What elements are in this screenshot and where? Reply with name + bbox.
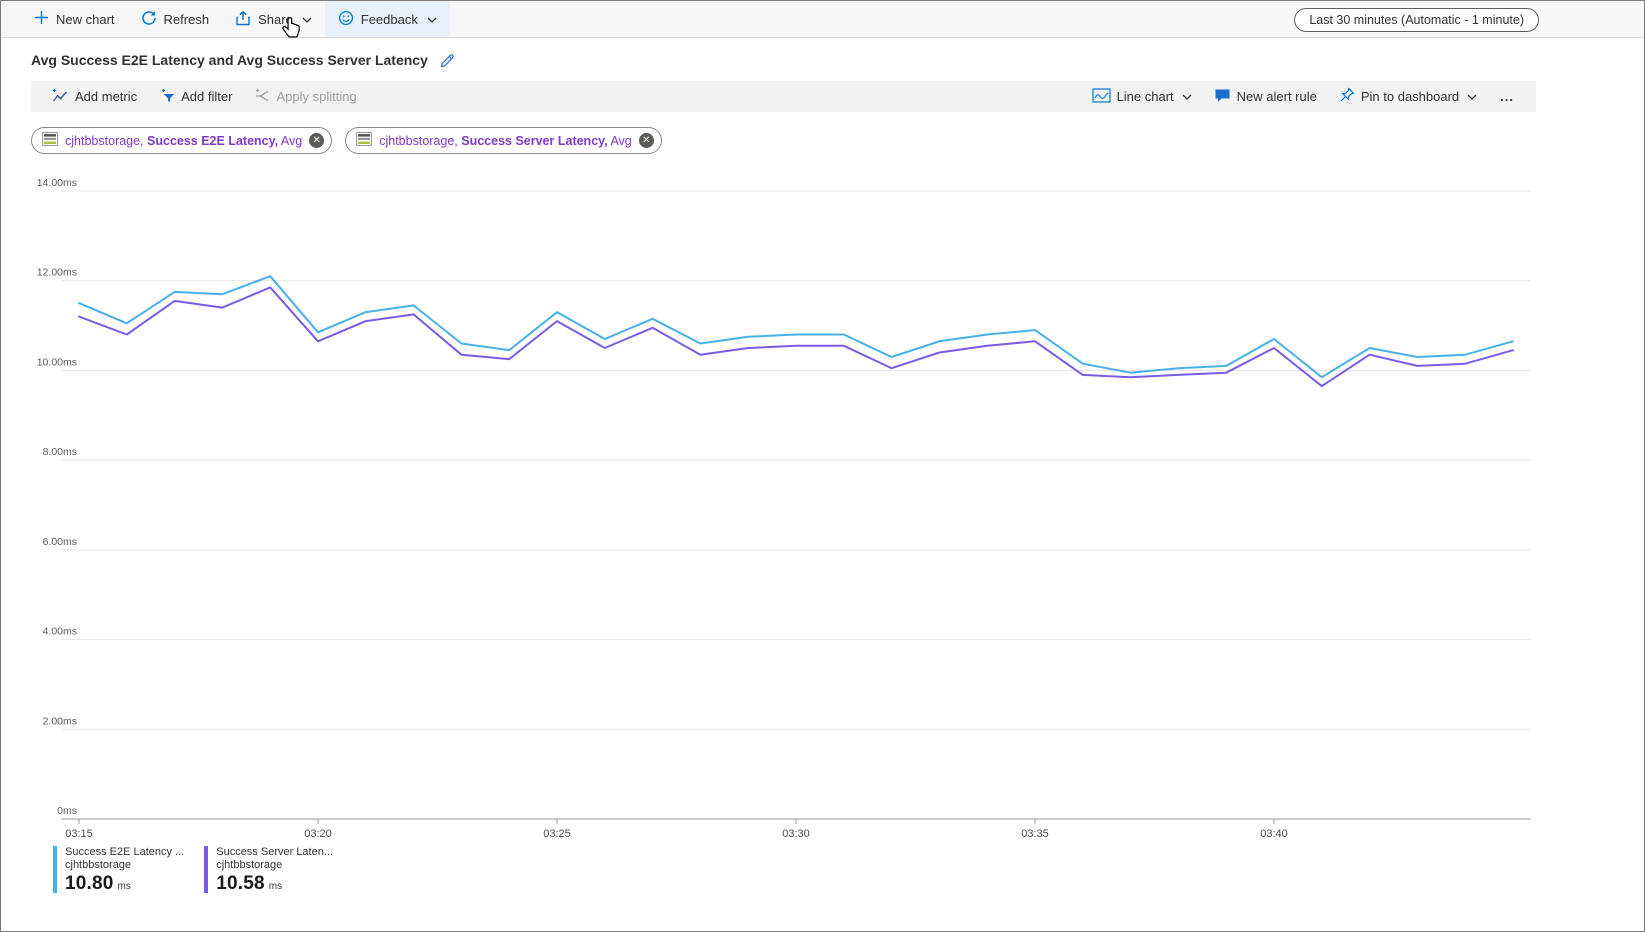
metric-pills-row: cjhtbbstorage, Success E2E Latency, Avg … [31,127,662,154]
apply-splitting-button[interactable]: Apply splitting [243,81,367,112]
alert-bubble-icon [1214,88,1231,106]
time-range-label: Last 30 minutes (Automatic - 1 minute) [1309,13,1524,27]
series-line [78,286,1514,388]
x-axis-tick-label: 03:35 [1021,828,1049,840]
chart-type-dropdown[interactable]: Line chart [1081,81,1203,112]
x-axis-tick-label: 03:30 [782,828,810,840]
legend-item-server-latency[interactable]: Success Server Laten... cjhtbbstorage 10… [204,846,333,895]
chevron-down-icon [302,12,312,27]
add-filter-icon [159,88,175,106]
add-filter-label: Add filter [181,89,233,104]
chevron-down-icon [1182,89,1192,104]
y-axis-tick-label: 8.00ms [43,446,77,458]
new-chart-button[interactable]: New chart [21,1,128,37]
chart-toolbar: Add metric Add filter Apply splitting Li… [31,81,1536,112]
x-axis-tick-label: 03:40 [1260,828,1288,840]
legend-resource-name: cjhtbbstorage [216,859,283,871]
y-axis-tick-label: 0ms [57,805,77,817]
y-axis-tick-label: 14.00ms [37,177,77,189]
more-options-button[interactable]: ... [1500,89,1514,104]
pill-text: cjhtbbstorage, Success Server Latency, A… [379,134,632,148]
series-line [78,275,1514,379]
smiley-icon [338,10,354,29]
add-metric-label: Add metric [75,89,138,104]
y-axis-tick-label: 10.00ms [37,356,77,368]
legend-color-bar [204,846,209,893]
y-axis-tick-label: 4.00ms [43,626,77,638]
refresh-icon [141,10,157,29]
top-toolbar: New chart Refresh Share Feedback [1,1,1644,38]
pill-aggregation: Avg [610,133,632,148]
y-axis-tick-label: 2.00ms [43,715,77,727]
new-alert-rule-button[interactable]: New alert rule [1203,81,1328,112]
chart-toolbar-right: Line chart New alert rule Pin to dashboa… [1081,81,1526,112]
chart-header: Avg Success E2E Latency and Avg Success … [1,39,1644,81]
pin-to-dashboard-label: Pin to dashboard [1360,89,1460,104]
chevron-down-icon [1467,89,1477,104]
legend-item-e2e-latency[interactable]: Success E2E Latency ... cjhtbbstorage 10… [53,846,184,895]
add-metric-button[interactable]: Add metric [41,81,148,112]
page-title: Avg Success E2E Latency and Avg Success … [31,52,428,68]
y-axis-tick-label: 12.00ms [37,267,77,279]
x-axis-tick-label: 03:15 [65,828,93,840]
apply-splitting-icon [254,88,270,105]
new-alert-rule-label: New alert rule [1236,89,1317,104]
latency-line-chart[interactable]: 0ms 2.00ms 4.00ms 6.00ms 8.00ms 10.00ms 12.00m… [1,161,1541,843]
legend-resource-name: cjhtbbstorage [65,859,132,871]
pill-metric: Success Server Latency, [461,133,608,148]
feedback-button[interactable]: Feedback [324,1,450,37]
pill-text: cjhtbbstorage, Success E2E Latency, Avg [65,134,302,148]
new-chart-label: New chart [56,11,115,27]
pill-resource: cjhtbbstorage, [379,133,458,148]
pin-icon [1339,87,1355,106]
share-button[interactable]: Share [222,1,325,37]
pill-resource: cjhtbbstorage, [65,133,144,148]
edit-title-pencil-icon[interactable] [440,53,455,68]
refresh-button[interactable]: Refresh [128,1,223,37]
add-metric-icon [52,88,69,106]
feedback-label: Feedback [360,11,418,27]
pill-aggregation: Avg [280,133,303,148]
x-axis-tick-label: 03:20 [304,828,332,840]
close-icon[interactable]: ✕ [638,133,654,148]
share-icon [235,10,251,29]
chart-legend: Success E2E Latency ... cjhtbbstorage 10… [53,846,333,895]
close-icon[interactable]: ✕ [309,133,325,148]
legend-metric-name: Success E2E Latency ... [65,846,185,858]
legend-unit: ms [117,881,131,892]
metric-pill-e2e-latency[interactable]: cjhtbbstorage, Success E2E Latency, Avg … [31,127,333,154]
time-range-picker[interactable]: Last 30 minutes (Automatic - 1 minute) [1294,8,1539,32]
metric-pill-server-latency[interactable]: cjhtbbstorage, Success Server Latency, A… [345,127,662,154]
y-axis-tick-label: 6.00ms [43,536,77,548]
legend-metric-name: Success Server Laten... [216,846,334,858]
apply-splitting-label: Apply splitting [276,89,357,104]
line-chart-icon [1091,87,1111,106]
storage-account-icon [356,132,373,149]
pill-metric: Success E2E Latency, [147,133,279,148]
legend-unit: ms [268,881,283,892]
plus-icon [34,10,49,28]
chart-type-label: Line chart [1116,89,1174,104]
storage-account-icon [42,132,58,149]
pin-to-dashboard-button[interactable]: Pin to dashboard [1328,81,1488,112]
legend-value: 10.58 [216,873,265,894]
share-label: Share [258,11,293,27]
add-filter-button[interactable]: Add filter [148,81,243,112]
legend-value: 10.80 [65,873,114,894]
chevron-down-icon [427,12,437,27]
x-axis-tick-label: 03:25 [543,828,571,840]
refresh-label: Refresh [163,11,210,27]
legend-color-bar [53,846,57,893]
